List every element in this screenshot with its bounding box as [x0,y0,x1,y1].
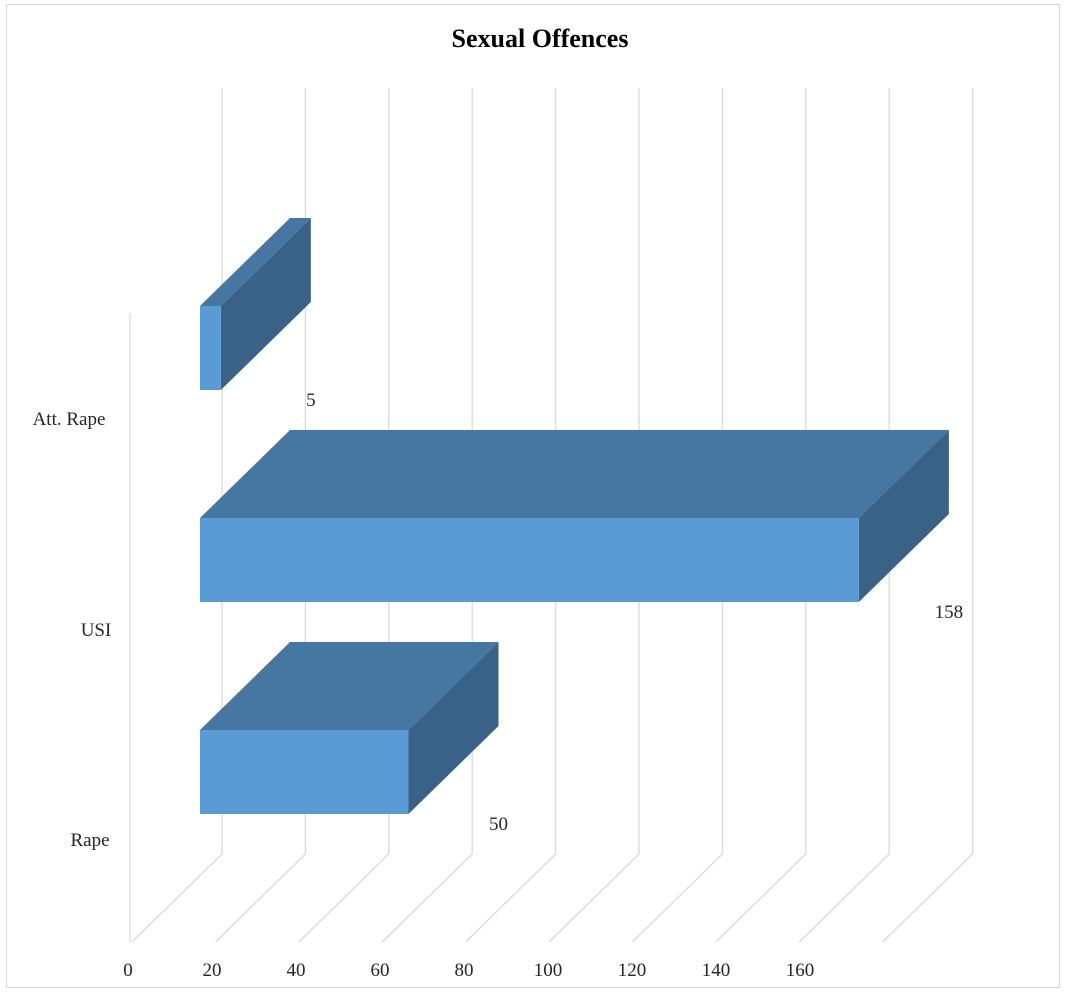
floor-gridline [381,853,473,943]
bar-front-face [200,518,859,602]
data-labels: 5 158 50 [306,390,963,835]
floor-gridline [548,853,640,943]
category-label: Rape [70,830,109,851]
category-label: USI [81,620,112,641]
bar-front-face [200,306,221,390]
x-tick-label: 0 [123,960,133,981]
floor-gridline [131,853,223,943]
x-axis-ticks: 0 20 40 60 80 100 120 140 160 [123,960,814,981]
x-tick-label: 20 [203,960,222,981]
data-label: 50 [489,814,508,835]
x-tick-label: 60 [371,960,390,981]
x-tick-label: 80 [455,960,474,981]
x-tick-label: 120 [618,960,647,981]
floor-gridline [798,853,890,943]
bar-front-face [200,730,409,814]
bar-layer [194,218,949,814]
bar [194,430,949,602]
bar-side-face [408,642,499,814]
bar-top-face [200,218,311,306]
category-labels: Att. Rape USI Rape [33,409,112,851]
floor-gridline [298,853,390,943]
x-tick-label: 160 [786,960,815,981]
category-label: Att. Rape [33,409,106,430]
data-label: 5 [306,390,316,411]
bar-side-face [220,218,311,390]
bar [194,218,311,390]
x-tick-label: 40 [287,960,306,981]
bar [194,642,499,814]
floor-gridline [465,853,557,943]
bar-side-face [858,430,949,602]
floor-gridline [214,853,306,943]
chart-title: Sexual Offences [452,24,629,53]
floor-gridline [715,853,807,943]
bar-top-face [200,430,949,518]
floor-gridline [631,853,723,943]
data-label: 158 [935,602,964,623]
bar-top-face [200,642,499,730]
floor-gridline [882,853,974,943]
x-tick-label: 100 [534,960,563,981]
x-tick-label: 140 [702,960,731,981]
